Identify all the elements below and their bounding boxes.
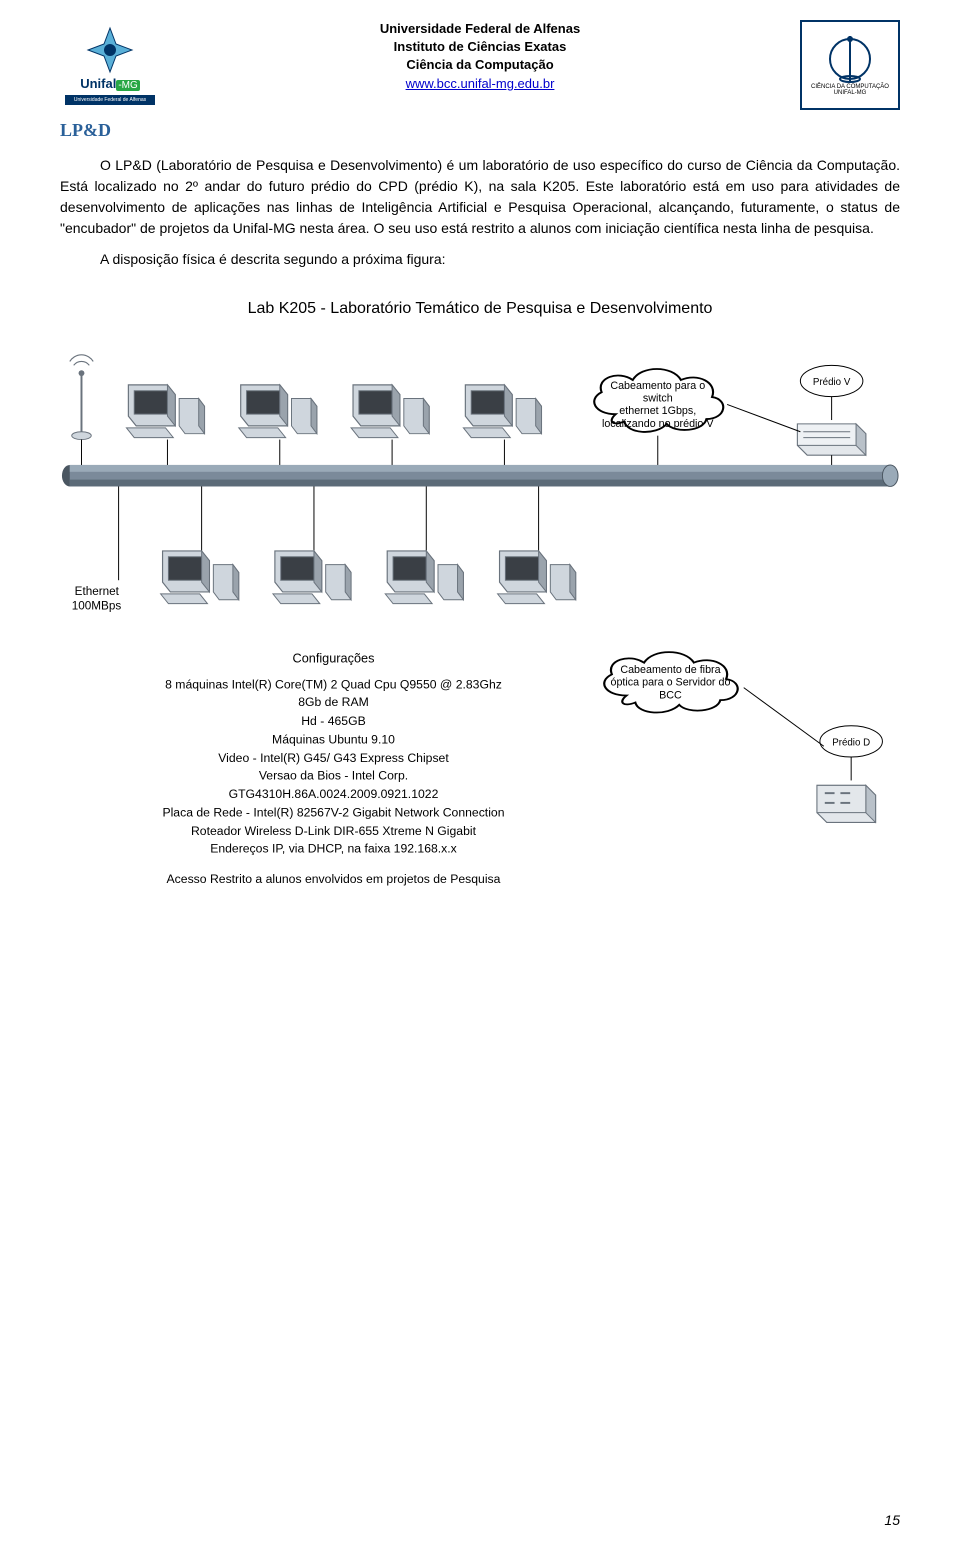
workstation-icon <box>161 551 239 604</box>
cs-logo-icon <box>825 34 875 84</box>
ethernet-l2: 100MBps <box>72 600 122 613</box>
workstation-icon <box>385 551 463 604</box>
workstation-icon <box>463 385 541 438</box>
header-dept: Ciência da Computação <box>160 56 800 74</box>
cloud1-l2: switch <box>643 392 673 404</box>
switch-icon <box>797 424 865 455</box>
cloud1-l3: ethernet 1Gbps, <box>619 405 696 417</box>
unifal-logo: Unifal-MG Universidade Federal de Alfena… <box>60 20 160 110</box>
ethernet-pipe-icon <box>62 465 898 486</box>
unifal-logo-bar: Universidade Federal de Alfenas <box>65 95 155 105</box>
ethernet-l1: Ethernet <box>75 585 120 598</box>
workstation-icon <box>126 385 204 438</box>
config-line: Roteador Wireless D-Link DIR-655 Xtreme … <box>89 822 577 840</box>
wireless-antenna-icon <box>70 355 93 440</box>
config-line: Video - Intel(R) G45/ G43 Express Chipse… <box>89 749 577 767</box>
paragraph-2: A disposição física é descrita segundo a… <box>60 249 900 270</box>
unifal-logo-icon <box>85 25 135 75</box>
cloud2-l1: Cabeamento de fibra <box>620 664 720 676</box>
predio-v-label: Prédio V <box>813 377 851 388</box>
section-title: LP&D <box>60 120 900 141</box>
header-uni: Universidade Federal de Alfenas <box>160 20 800 38</box>
config-line: Endereços IP, via DHCP, na faixa 192.168… <box>89 840 577 858</box>
cs-logo-line2: UNIFAL-MG <box>834 90 867 96</box>
header-url[interactable]: www.bcc.unifal-mg.edu.br <box>406 76 555 91</box>
config-line: 8 máquinas Intel(R) Core(TM) 2 Quad Cpu … <box>89 675 577 693</box>
cloud2-l3: BCC <box>659 689 682 701</box>
page-number: 15 <box>884 1512 900 1528</box>
cloud1-l1: Cabeamento para o <box>610 380 705 392</box>
paragraph-1: O LP&D (Laboratório de Pesquisa e Desenv… <box>60 155 900 239</box>
config-line: Hd - 465GB <box>89 712 577 730</box>
workstation-icon <box>239 385 317 438</box>
cloud1-l4: localizando no prédio V <box>602 418 714 430</box>
config-line: Placa de Rede - Intel(R) 82567V-2 Gigabi… <box>89 804 577 822</box>
diagram-title: Lab K205 - Laboratório Temático de Pesqu… <box>60 300 900 318</box>
config-line: 8Gb de RAM <box>89 694 577 712</box>
header-center: Universidade Federal de Alfenas Institut… <box>160 20 800 93</box>
unifal-logo-text: Unifal <box>80 76 116 91</box>
config-line: Versao da Bios - Intel Corp. <box>89 767 577 785</box>
cloud2-l2: óptica para o Servidor do <box>610 677 730 689</box>
workstation-icon <box>273 551 351 604</box>
building-icon <box>817 785 876 822</box>
config-title: Configurações <box>89 649 577 668</box>
config-block: Configurações 8 máquinas Intel(R) Core(T… <box>89 649 577 903</box>
diagram-svg: Cabeamento para o switch ethernet 1Gbps,… <box>60 348 900 998</box>
unifal-logo-suffix: -MG <box>116 80 139 91</box>
access-note: Acesso Restrito a alunos envolvidos em p… <box>89 870 577 888</box>
network-diagram: Lab K205 - Laboratório Temático de Pesqu… <box>60 300 900 998</box>
config-line: Máquinas Ubuntu 9.10 <box>89 730 577 748</box>
workstation-icon <box>498 551 576 604</box>
page-header: Unifal-MG Universidade Federal de Alfena… <box>60 20 900 110</box>
cs-logo: CIÊNCIA DA COMPUTAÇÃO UNIFAL-MG <box>800 20 900 110</box>
predio-d-label: Prédio D <box>832 737 870 748</box>
workstation-icon <box>351 385 429 438</box>
config-line: GTG4310H.86A.0024.2009.0921.1022 <box>89 785 577 803</box>
header-inst: Instituto de Ciências Exatas <box>160 38 800 56</box>
